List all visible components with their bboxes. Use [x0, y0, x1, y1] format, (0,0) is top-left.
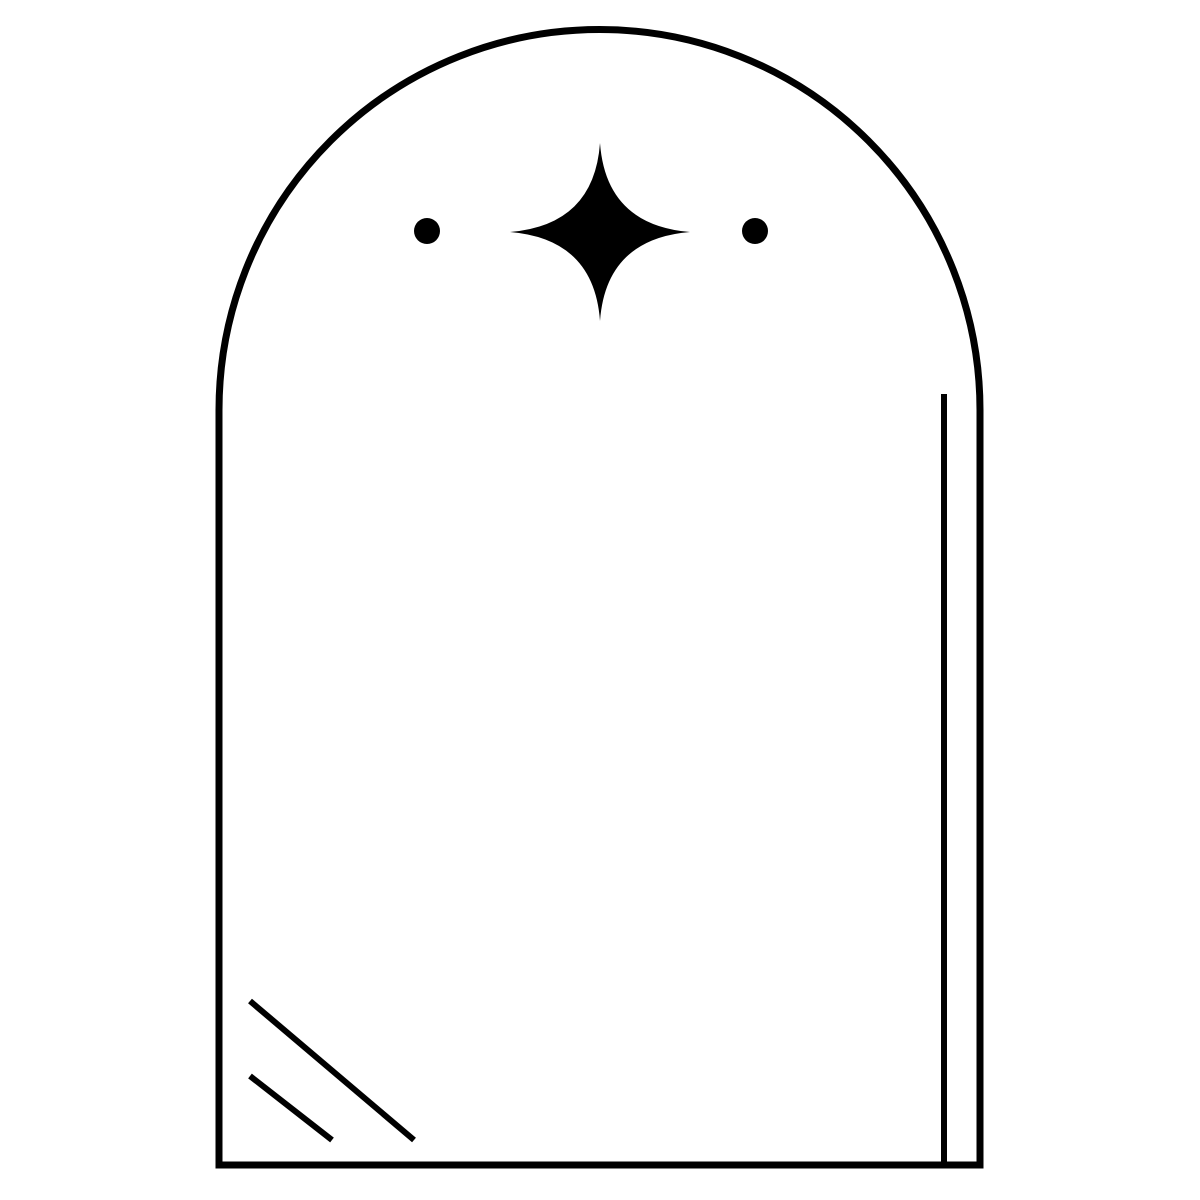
four-point-star-icon	[510, 143, 690, 321]
arch-frame-outline	[215, 26, 984, 1169]
glare-line-short	[248, 1073, 334, 1143]
right-dot-icon	[742, 218, 768, 244]
left-dot-icon	[414, 218, 440, 244]
glare-line-long	[248, 998, 416, 1143]
